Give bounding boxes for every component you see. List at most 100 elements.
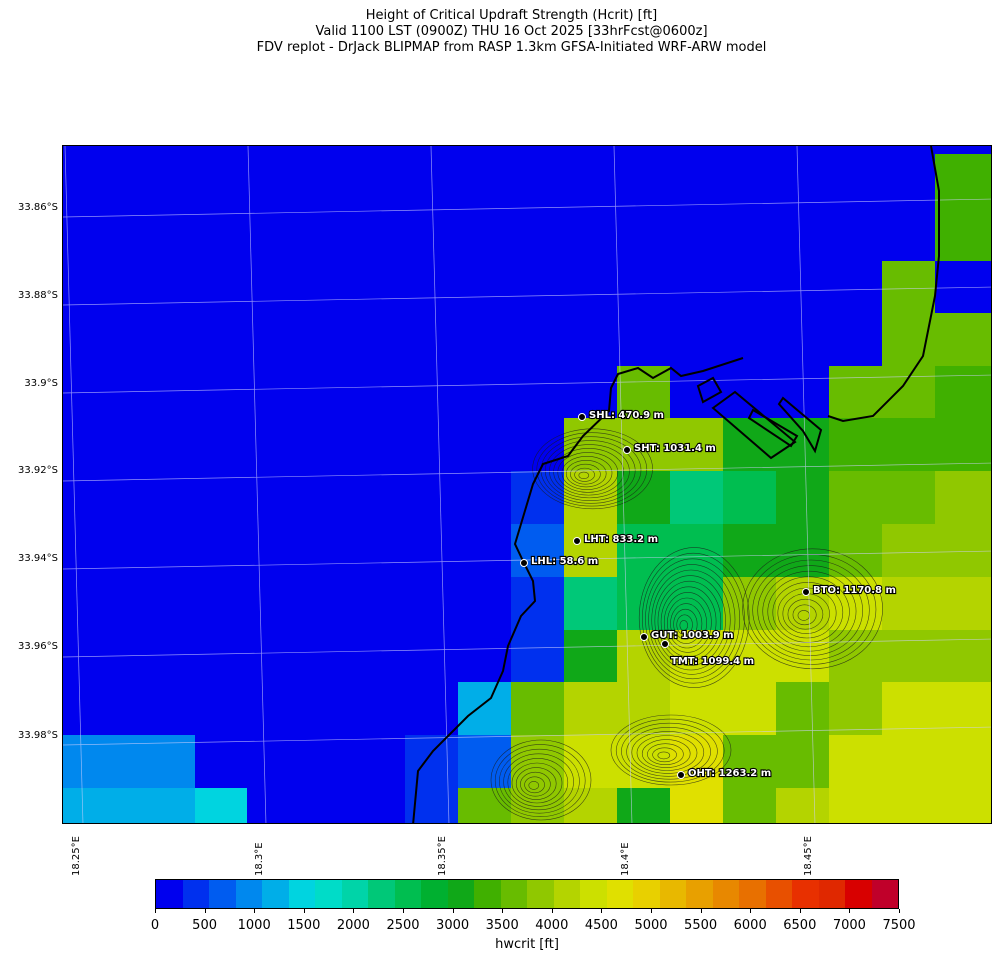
grid-cell [829,682,882,735]
grid-cell [670,471,723,524]
colorbar-tick-mark [403,909,404,913]
colorbar-swatch [474,880,501,908]
contour-line [499,748,580,814]
graticule [63,146,991,823]
colorbar-swatch [500,880,527,908]
colorbar-tick-label: 3500 [485,918,519,933]
grid-cell [511,682,564,735]
site-marker-label: LHL: 58.6 m [531,556,598,567]
grid-cell [617,366,670,418]
grid-cell [935,418,991,471]
grid-cell [564,735,617,788]
grid-cell [776,524,829,577]
lon-tick-label: 18.4°E [620,842,631,876]
contour-line [762,570,857,652]
longitude-line [796,146,816,823]
colorbar-tick-label: 6000 [733,918,767,933]
grid-cell [935,366,991,418]
grid-cell [776,682,829,735]
longitude-line [613,146,633,823]
site-marker-dot [677,771,685,779]
contour-line [663,592,712,653]
lat-tick-label: 33.96°S [18,641,58,652]
contour-line [636,735,698,771]
grid-cell [723,471,776,524]
colorbar-tick-mark [155,909,156,913]
lon-tick-label: 18.35°E [437,836,448,876]
coastline [412,146,940,823]
site-marker-dot [573,537,581,545]
contour-line [676,614,693,636]
site-marker-label: GUT: 1003.9 m [651,630,734,641]
contour-line [544,440,636,501]
colorbar-tick-label: 5500 [684,918,718,933]
colorbar-swatch [765,880,792,908]
longitude-line [64,146,84,823]
contour-line [657,751,671,760]
grid-cell [564,577,617,630]
grid-cell [617,418,670,471]
contour-line [792,604,817,626]
colorbar-tick-mark [502,909,504,913]
colorbar-tick-mark [452,909,454,913]
lat-tick-label: 33.86°S [18,202,58,213]
colorbar-swatch [341,880,368,908]
grid-cell [882,471,935,524]
grid-cell [829,471,882,524]
grid-cell [511,471,564,524]
grid-cell [829,735,882,788]
grid-cell [882,682,935,735]
colorbar-swatch [553,880,580,908]
grid-cell [776,788,829,823]
contour-line [565,459,607,488]
colorbar-tick-label: 2000 [336,918,370,933]
contour-line [520,771,551,797]
colorbar-swatch [262,880,289,908]
grid-cell [63,788,195,823]
grid-cell [723,524,776,577]
colorbar-swatch [871,880,898,908]
contour-line [490,739,592,821]
chart-title-line-2: Valid 1100 LST (0900Z) THU 16 Oct 2025 [… [315,24,708,39]
site-markers: SHL: 470.9 m SHT: 1031.4 m LHT: 833.2 m LHL… [520,409,897,780]
grid-cell [935,630,991,682]
latitude-line [63,726,991,746]
contour-line [528,781,540,790]
colorbar-swatch [288,880,315,908]
grid-cell [564,524,617,577]
contour-line [524,776,545,794]
grid-cell [723,682,776,735]
latitude-line [63,374,991,394]
lat-tick-label: 33.98°S [18,730,58,741]
harbour-wall [777,396,823,454]
colorbar-swatch [606,880,633,908]
harbour-wall [747,408,799,448]
grid-cell [458,682,511,735]
site-marker-label: OHT: 1263.2 m [688,768,771,779]
lat-tick-label: 33.92°S [18,465,58,476]
grid-cell [776,471,829,524]
site-marker-label: SHT: 1031.4 m [634,443,716,454]
forecast-grid-cells [63,154,991,823]
contour-line [752,559,870,661]
site-marker-dot [578,413,586,421]
colorbar-swatch [394,880,421,908]
contour-line [494,744,586,817]
contour-line [511,762,563,804]
colorbar-tick-mark [849,909,851,913]
site-marker-dot [661,640,669,648]
chart-title-line-1: Height of Critical Updraft Strength (Hcr… [365,8,658,23]
site-marker-label: TMT: 1099.4 m [671,656,754,667]
contour-line [654,575,726,666]
colorbar-tick-label: 4500 [584,918,618,933]
contour-line [651,569,731,671]
site-marker-dot [640,633,648,641]
grid-cell [829,366,882,418]
lat-tick-label: 33.94°S [18,553,58,564]
contour-line [631,731,705,774]
colorbar-tick-mark [353,909,355,913]
grid-cell [829,418,882,471]
colorbar-tick-mark [601,909,603,913]
contour-line [578,471,590,480]
grid-cell [564,630,617,682]
